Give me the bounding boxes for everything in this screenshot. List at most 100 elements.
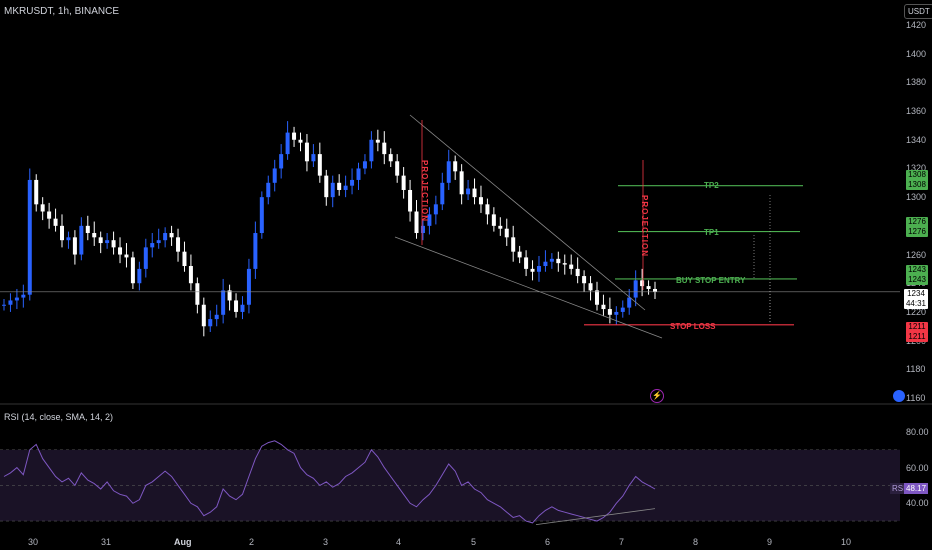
- candle-body: [176, 237, 181, 252]
- candle-body: [446, 161, 451, 183]
- flag-icon[interactable]: [893, 390, 905, 402]
- candle-body: [395, 161, 400, 176]
- candle-body: [478, 197, 483, 205]
- candle-body: [646, 286, 651, 289]
- candle-body: [285, 132, 290, 155]
- candle-body: [304, 142, 309, 162]
- candle-body: [66, 237, 71, 241]
- candle-body: [433, 204, 438, 215]
- candle-body: [137, 268, 142, 284]
- candle-body: [150, 243, 155, 248]
- candle-body: [388, 154, 393, 162]
- candle-body: [92, 233, 97, 238]
- price-axis-tick: 1300: [906, 192, 927, 203]
- price-axis-tick: 1340: [906, 134, 927, 145]
- candle-body: [401, 175, 406, 190]
- rsi-line: [3, 440, 656, 524]
- candle-body: [60, 225, 65, 241]
- candle-body: [98, 237, 103, 244]
- candle-body: [556, 258, 561, 264]
- tp2-price-tag: 1308 1308: [906, 170, 928, 190]
- time-axis-tick: 4: [396, 537, 402, 547]
- candle-body: [221, 290, 226, 315]
- candle-body: [34, 179, 39, 205]
- candle-body: [582, 276, 587, 284]
- candle-body: [498, 225, 503, 229]
- candle-body: [85, 225, 90, 234]
- candle-body: [440, 182, 445, 205]
- candle-body: [163, 233, 168, 241]
- time-axis-tick: 31: [101, 537, 112, 547]
- rsi-axis-tick: 40.00: [906, 498, 929, 509]
- candle-body: [188, 266, 193, 284]
- candle-body: [524, 257, 529, 269]
- candle-body: [350, 179, 355, 186]
- lightning-icon[interactable]: ⚡: [650, 389, 664, 403]
- candle-body: [362, 161, 367, 169]
- candle-body: [72, 237, 77, 255]
- candle-body: [227, 290, 232, 301]
- candle-body: [337, 182, 342, 190]
- stop-loss-label: STOP LOSS: [670, 322, 716, 331]
- price-axis-tick: 1260: [906, 249, 927, 260]
- candle-body: [47, 211, 52, 219]
- candle-body: [530, 268, 535, 272]
- candle-body: [343, 185, 348, 190]
- candle-body: [279, 154, 284, 169]
- candle-body: [453, 161, 458, 172]
- candle-body: [653, 288, 657, 292]
- entry-price-tag: 1243 1243: [906, 265, 928, 285]
- price-axis-tick: 1320: [906, 163, 927, 174]
- candle-body: [292, 132, 297, 140]
- candle-body: [375, 139, 380, 143]
- candle-body: [246, 268, 251, 305]
- candle-body: [169, 233, 174, 238]
- time-axis-tick: 30: [28, 537, 39, 547]
- candle-body: [130, 257, 135, 284]
- candle-body: [201, 304, 206, 327]
- candle-body: [562, 263, 567, 265]
- candle-body: [369, 139, 374, 162]
- price-axis-tick: 1220: [906, 306, 927, 317]
- candle-body: [569, 264, 574, 269]
- rsi-label: RSI: [890, 483, 908, 494]
- candle-body: [420, 225, 425, 234]
- price-axis-tick: 1380: [906, 77, 927, 88]
- currency-button[interactable]: USDT: [904, 4, 932, 19]
- price-axis-tick: 1180: [906, 364, 926, 375]
- candle-body: [105, 240, 110, 244]
- candle-body: [266, 182, 271, 198]
- candle-body: [594, 290, 599, 305]
- candle-body: [272, 168, 277, 183]
- candle-body: [575, 268, 580, 277]
- time-axis-tick: 5: [471, 537, 477, 547]
- rsi-axis-tick: 60.00: [906, 462, 929, 473]
- candle-body: [317, 154, 322, 176]
- time-axis-tick: 3: [323, 537, 329, 547]
- candlestick-series: [2, 121, 657, 337]
- price-axis-tick: 1400: [906, 48, 927, 59]
- candle-body: [259, 197, 264, 234]
- candle-body: [8, 300, 13, 305]
- candle-body: [253, 233, 258, 269]
- candle-body: [143, 247, 148, 269]
- rsi-title: RSI (14, close, SMA, 14, 2): [4, 412, 114, 422]
- entry-label: BUY STOP ENTRY: [676, 276, 746, 285]
- candle-body: [79, 225, 84, 255]
- candle-body: [208, 319, 213, 327]
- candle-body: [27, 179, 32, 295]
- stop-price-tag: 1211 1211: [906, 322, 928, 342]
- time-axis-tick: 8: [693, 537, 699, 547]
- rsi-divergence-line: [535, 508, 656, 526]
- time-axis-tick: 6: [545, 537, 551, 547]
- candle-body: [111, 240, 116, 248]
- candle-body: [601, 304, 606, 310]
- candle-body: [588, 283, 593, 291]
- candle-body: [330, 182, 335, 198]
- time-axis-tick: 10: [841, 537, 852, 547]
- candle-body: [53, 218, 58, 226]
- tp2-label: TP2: [704, 181, 719, 190]
- candle-body: [549, 258, 554, 262]
- price-axis-tick: 1420: [906, 20, 927, 30]
